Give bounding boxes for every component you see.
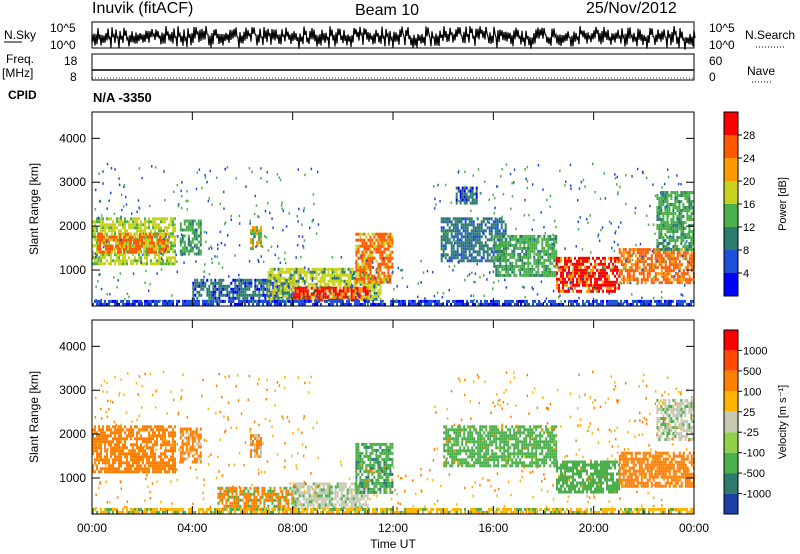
colorbar-segment (724, 330, 738, 351)
colorbar-segment (724, 391, 738, 412)
nave-label: Nave (747, 64, 776, 78)
colorbar-segment (724, 273, 738, 296)
colorbar-tick-label: 16 (743, 199, 755, 211)
colorbar-segment (724, 432, 738, 453)
y-tick-label: 1000 (59, 471, 86, 485)
heatmap-region (92, 299, 694, 306)
heatmap-region (618, 248, 695, 285)
date-title: 25/Nov/2012 (586, 0, 677, 17)
freq-unit: [MHz] (2, 66, 34, 80)
colorbar-segment (724, 158, 738, 181)
y-axis-label: Slant Range [km] (27, 371, 41, 463)
x-tick-label: 20:00 (579, 521, 609, 535)
heatmap-region (250, 226, 262, 251)
colorbar-frame (723, 329, 739, 515)
colorbar-segment (724, 227, 738, 250)
cpid-value: N/A -3350 (93, 90, 152, 105)
colorbar-segment (724, 181, 738, 204)
colorbar-label: Power [dB] (777, 177, 789, 231)
y-tick-label: 3000 (59, 383, 86, 397)
heatmap-region (493, 234, 558, 277)
x-tick-label: 16:00 (478, 521, 508, 535)
y-tick-label: 2000 (59, 427, 86, 441)
heatmap-region (656, 191, 695, 251)
colorbar-segment (724, 112, 738, 135)
colorbar-segment (724, 493, 738, 514)
heatmap-region (250, 434, 262, 459)
freq-tick-bottom: 8 (70, 70, 77, 84)
freq-panel-frame (91, 53, 695, 81)
colorbar-2 (723, 329, 742, 515)
colorbar-tick-label: -100 (743, 448, 765, 460)
colorbar-tick-label: 1000 (743, 345, 767, 357)
heatmap-region (556, 460, 620, 494)
x-tick-label: 00:00 (77, 521, 107, 535)
y-tick-label: 4000 (59, 131, 86, 145)
nave-tick-bottom: 0 (709, 70, 716, 84)
colorbar-tick-label: -500 (743, 468, 765, 480)
station-title: Inuvik (fitACF) (92, 0, 194, 17)
heatmap-region (355, 442, 394, 494)
heatmap-panel-1 (92, 162, 695, 306)
heatmap-region (292, 482, 369, 510)
colorbar-segment (724, 370, 738, 392)
nave-tick-top: 60 (709, 54, 723, 68)
nsearch-label: N.Search (745, 28, 796, 42)
colorbar-tick-label: 500 (743, 366, 761, 378)
colorbar-tick-label: -1000 (743, 489, 771, 501)
x-axis-label: Time UT (370, 537, 416, 551)
colorbar-segment (724, 452, 738, 474)
x-tick-label: 12:00 (378, 521, 408, 535)
colorbar-segment (724, 473, 738, 494)
colorbar-segment (724, 250, 738, 273)
colorbar-tick-label: 28 (743, 130, 755, 142)
x-tick-label: 08:00 (278, 521, 308, 535)
nsearch-tick-bottom: 10^0 (709, 38, 735, 52)
colorbar-segment (724, 411, 738, 433)
colorbar-tick-label: 12 (743, 222, 755, 234)
colorbar-1 (723, 111, 742, 297)
x-tick-label: 00:00 (679, 521, 709, 535)
nsky-trace (91, 26, 696, 50)
nsky-label: N.Sky (4, 28, 37, 42)
x-tick-label: 04:00 (177, 521, 207, 535)
heatmap-region (97, 232, 169, 254)
colorbar-tick-label: 8 (743, 245, 749, 257)
heatmap-region (179, 427, 202, 464)
nsky-tick-top: 10^5 (50, 21, 76, 35)
y-tick-label: 1000 (59, 263, 86, 277)
freq-label: Freq. (6, 52, 35, 66)
y-tick-label: 4000 (59, 339, 86, 353)
cpid-label: CPID (8, 88, 37, 102)
nsky-tick-bottom: 10^0 (50, 38, 76, 52)
heatmap-panel-2 (92, 370, 695, 514)
y-tick-label: 2000 (59, 219, 86, 233)
heatmap-region (179, 219, 202, 256)
colorbar-tick-label: 24 (743, 153, 755, 165)
freq-tick-top: 18 (64, 54, 78, 68)
colorbar-segment (724, 204, 738, 227)
heatmap-region (92, 425, 176, 474)
colorbar-tick-label: 100 (743, 386, 761, 398)
colorbar-segment (724, 350, 738, 371)
y-axis-label: Slant Range [km] (27, 163, 41, 255)
colorbar-tick-label: -25 (743, 427, 759, 439)
colorbar-tick-label: 25 (743, 407, 755, 419)
colorbar-tick-label: 20 (743, 176, 755, 188)
nsearch-tick-top: 10^5 (709, 21, 735, 35)
heatmap-region (656, 399, 695, 441)
heatmap-region (440, 217, 507, 263)
heatmap-region (355, 232, 394, 284)
colorbar-segment (724, 135, 738, 158)
y-tick-label: 3000 (59, 175, 86, 189)
beam-title: Beam 10 (355, 2, 420, 19)
colorbar-label: Velocity [m s⁻¹] (777, 385, 789, 459)
heatmap-region (443, 425, 558, 468)
heatmap-region (556, 256, 620, 293)
colorbar-tick-label: 4 (743, 268, 749, 280)
